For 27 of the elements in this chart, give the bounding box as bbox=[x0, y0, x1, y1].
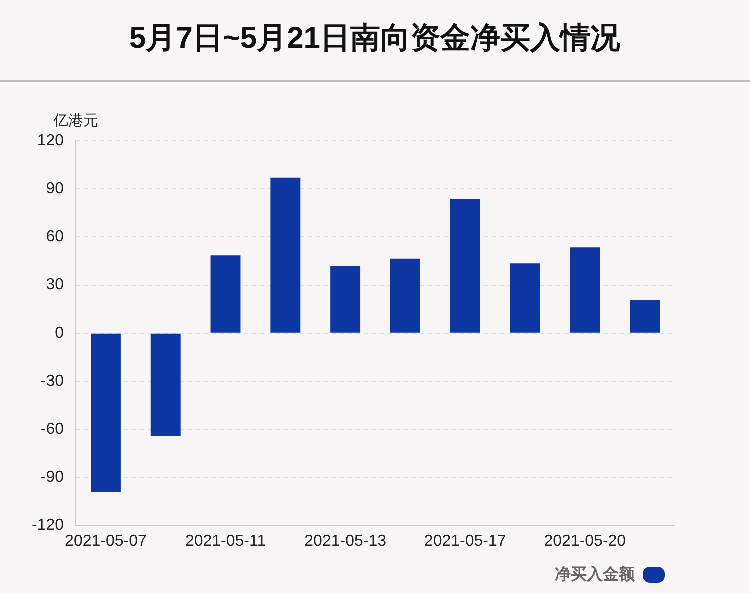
chart-title: 5月7日~5月21日南向资金净买入情况 bbox=[128, 21, 622, 57]
x-tick-label: 2021-05-07 bbox=[65, 532, 147, 550]
y-tick-label: 60 bbox=[46, 228, 64, 246]
y-tick-label: 120 bbox=[37, 132, 64, 150]
bar bbox=[91, 334, 121, 492]
y-tick-label: 0 bbox=[55, 324, 64, 342]
y-tick-label: 30 bbox=[46, 276, 64, 294]
x-tick-label: 2021-05-17 bbox=[424, 532, 506, 550]
y-tick-label: -30 bbox=[40, 372, 64, 390]
x-tick-label: 2021-05-20 bbox=[544, 532, 626, 550]
y-tick-label: 90 bbox=[46, 180, 64, 198]
bar bbox=[210, 256, 241, 333]
y-tick-label: -120 bbox=[32, 517, 64, 534]
bar bbox=[510, 264, 540, 333]
bar bbox=[390, 258, 420, 333]
legend-label: 净买入金额 bbox=[555, 565, 636, 584]
bar bbox=[630, 300, 660, 333]
bar bbox=[450, 200, 480, 333]
x-tick-label: 2021-05-13 bbox=[304, 532, 387, 550]
bar bbox=[570, 248, 600, 333]
y-tick-label: -60 bbox=[40, 421, 64, 438]
bar bbox=[150, 334, 181, 436]
y-axis-title: 亿港元 bbox=[52, 112, 99, 130]
bar bbox=[330, 266, 361, 333]
y-tick-label: -90 bbox=[40, 469, 64, 486]
x-tick-label: 2021-05-11 bbox=[185, 532, 266, 550]
bar bbox=[270, 178, 301, 333]
